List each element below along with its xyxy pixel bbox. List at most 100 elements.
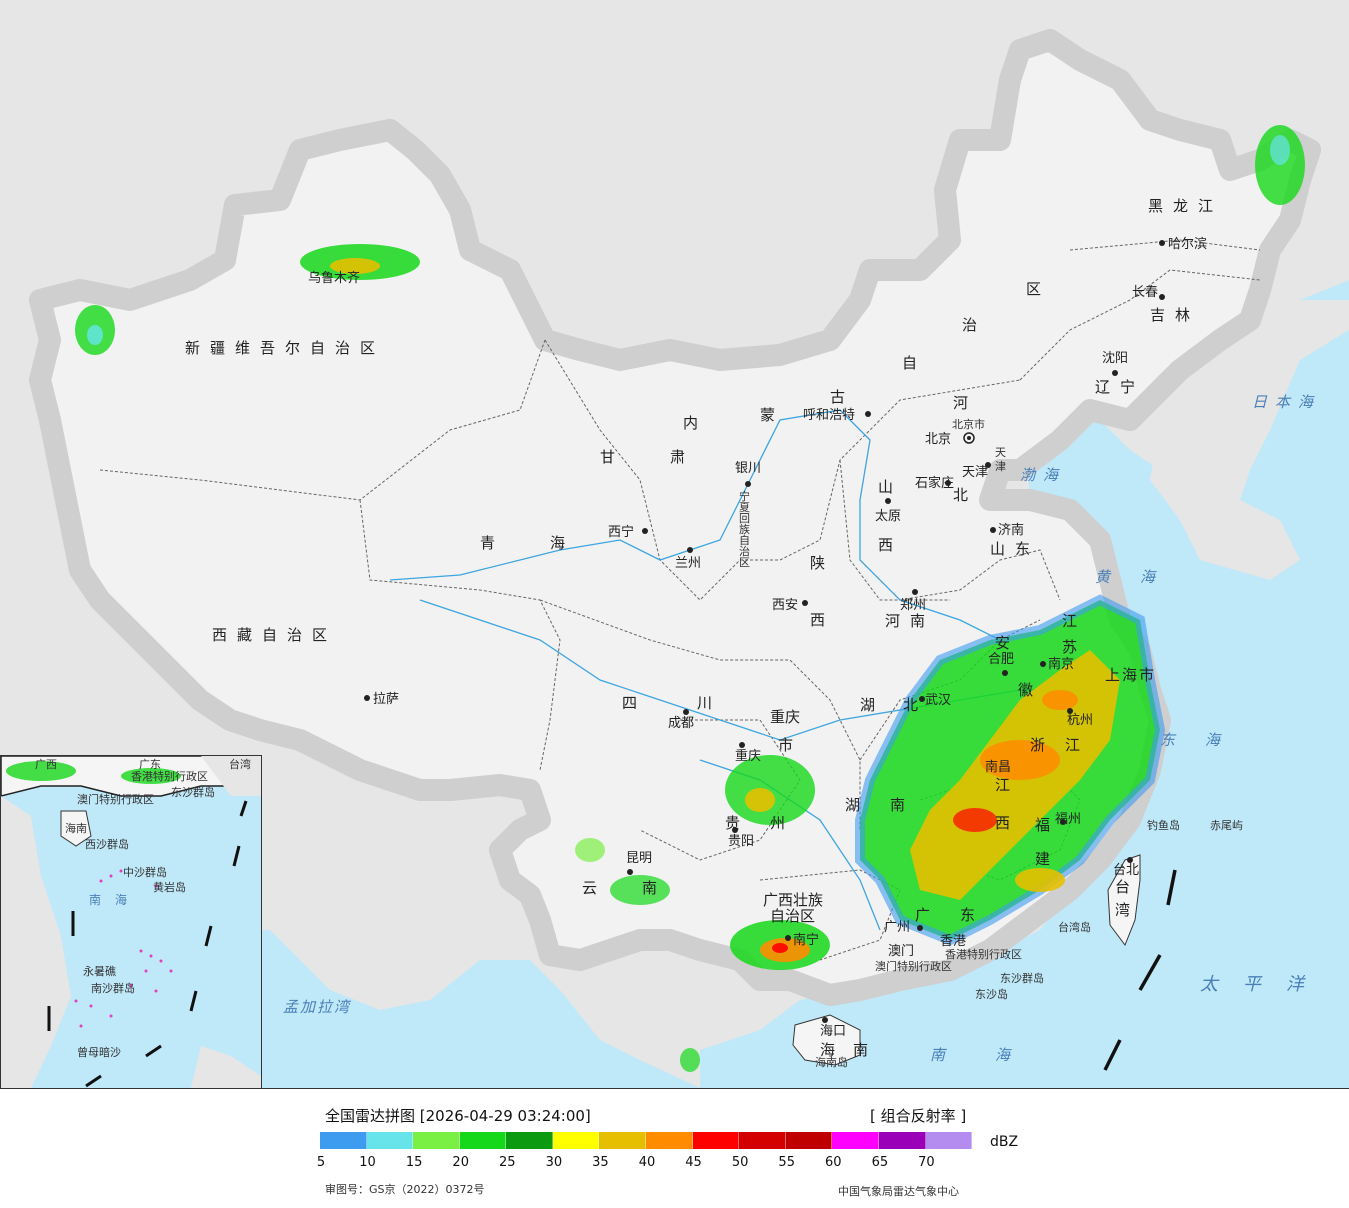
inset-xisha: 西沙群岛 <box>85 837 129 851</box>
city-changchun: 长春 <box>1132 285 1158 300</box>
label-taiwan-island: 台湾岛 <box>1058 920 1091 934</box>
svg-text:河: 河 <box>953 394 968 412</box>
svg-text:夏: 夏 <box>739 501 750 514</box>
city-nanchang: 南昌 <box>985 759 1011 775</box>
sea-bohai: 渤海 <box>1020 466 1066 484</box>
legend-panel: 全国雷达拼图 [2026-04-29 03:24:00] [ 组合反射率 ] 5… <box>0 1089 1349 1208</box>
scale-tick-label: 40 <box>638 1155 656 1170</box>
label-zhejiang: 浙江 <box>1030 736 1100 754</box>
inset-yongshu: 永暑礁 <box>83 964 116 978</box>
inset-huangyan: 黄岩岛 <box>153 880 186 894</box>
city-zhengzhou: 郑州 <box>900 598 926 613</box>
color-swatch <box>925 1132 973 1149</box>
korea-japan-land <box>1150 300 1349 580</box>
label-yunnan: 云南 <box>582 879 702 897</box>
scale-tick-label: 15 <box>405 1155 423 1170</box>
inset-zengmu: 曾母暗沙 <box>77 1045 121 1059</box>
city-nanning: 南宁 <box>793 932 819 948</box>
color-swatch <box>366 1132 414 1149</box>
sea-yellow: 黄海 <box>1095 568 1185 586</box>
svg-text:徽: 徽 <box>1018 681 1033 699</box>
label-neimenggu: 内 蒙 古 自 治 区 <box>683 280 1041 432</box>
svg-text:古: 古 <box>830 388 845 406</box>
city-nanjing: 南京 <box>1048 656 1074 672</box>
label-chiwei: 赤尾屿 <box>1210 819 1243 832</box>
scale-tick-label: 60 <box>825 1155 842 1170</box>
city-taiyuan: 太原 <box>875 509 901 524</box>
city-fuzhou: 福州 <box>1055 812 1081 827</box>
label-dongsha-island: 东沙岛 <box>975 987 1008 1001</box>
city-jinan: 济南 <box>998 522 1024 538</box>
color-scale-ticks: 5 10 15 20 25 30 35 40 45 50 55 60 65 70 <box>305 1155 985 1173</box>
label-xinjiang: 新疆维吾尔自治区 <box>185 339 385 357</box>
label-gansu: 甘肃 <box>600 448 740 466</box>
label-jiangxi: 江 西 <box>995 776 1010 832</box>
inset-map: 南海 海南 西沙群岛 中沙群岛 黄岩岛 南沙群岛 永暑礁 曾母暗沙 香港特别行政… <box>1 756 261 1088</box>
scale-tick-label: 25 <box>499 1155 516 1170</box>
label-sichuan: 四川 <box>622 694 772 712</box>
city-hefei: 合肥 <box>988 652 1014 667</box>
city-beijing: 北京 <box>925 432 951 447</box>
svg-text:蒙: 蒙 <box>760 406 775 424</box>
label-xizang: 西藏自治区 <box>212 626 337 644</box>
svg-text:回: 回 <box>739 512 750 525</box>
sea-south: 南海 <box>930 1046 1060 1064</box>
map-panel[interactable]: 新疆维吾尔自治区 西藏自治区 青海 甘肃 黑龙江 吉林 辽宁 山东 河南 四川 … <box>0 0 1349 1089</box>
label-guizhou: 贵州 <box>725 814 815 832</box>
city-xian: 西安 <box>772 598 798 613</box>
city-urumqi: 乌鲁木齐 <box>308 270 360 286</box>
label-dongsha: 东沙群岛 <box>1000 971 1044 985</box>
hainan-island-shape <box>792 1014 861 1066</box>
svg-text:区: 区 <box>739 556 750 569</box>
city-chengdu: 成都 <box>668 716 694 731</box>
svg-text:江: 江 <box>995 776 1010 794</box>
city-shijiazhuang: 石家庄 <box>915 475 954 491</box>
svg-text:山: 山 <box>878 478 893 496</box>
color-swatch <box>506 1132 553 1149</box>
legend-title: 全国雷达拼图 [2026-04-29 03:24:00] <box>325 1107 591 1125</box>
legend-unit: dBZ <box>990 1134 1019 1150</box>
sea-japan: 日本海 <box>1252 393 1321 411</box>
inset-nansha: 南沙群岛 <box>91 981 135 995</box>
inset-hainan: 海南 <box>65 821 87 835</box>
label-liaoning: 辽宁 <box>1095 378 1145 396</box>
svg-text:自: 自 <box>739 534 750 547</box>
label-qinghai: 青海 <box>480 534 620 552</box>
inset-dongsha: 东沙群岛 <box>171 785 215 799</box>
svg-text:治: 治 <box>739 544 750 558</box>
city-markers <box>364 240 1165 1023</box>
svg-text:自: 自 <box>902 354 917 372</box>
label-beijing-shi: 北京市 <box>952 417 985 431</box>
label-hk-sar: 香港特别行政区 <box>945 947 1022 961</box>
label-shaanxi: 陕 西 <box>810 554 825 629</box>
label-hunan: 湖南 <box>845 796 935 814</box>
inset-hk: 香港特别行政区 <box>131 769 208 783</box>
scale-tick-label: 20 <box>452 1155 469 1170</box>
label-heilongjiang: 黑龙江 <box>1148 197 1223 215</box>
south-china-sea-inset: 南海 海南 西沙群岛 中沙群岛 黄岩岛 南沙群岛 永暑礁 曾母暗沙 香港特别行政… <box>0 755 262 1088</box>
svg-text:安: 安 <box>995 634 1010 652</box>
label-ningxia: 宁 夏 回 族 自 治 区 <box>739 489 750 569</box>
label-henan: 河南 <box>885 612 935 630</box>
city-lanzhou: 兰州 <box>675 556 701 571</box>
scale-tick-label: 65 <box>871 1155 889 1170</box>
color-swatch <box>878 1132 926 1149</box>
color-swatch <box>413 1132 460 1149</box>
label-chongqing: 重庆 市 <box>770 708 800 754</box>
color-swatch <box>320 1132 367 1149</box>
label-guangdong: 广东 <box>915 906 1005 924</box>
city-harbin: 哈尔滨 <box>1168 236 1207 252</box>
label-shanghai: 上海市 <box>1105 666 1156 684</box>
city-guangzhou: 广州 <box>884 920 910 935</box>
scale-tick-label: 70 <box>918 1155 935 1170</box>
city-xining: 西宁 <box>608 524 634 540</box>
color-swatch <box>646 1132 693 1149</box>
city-tianjin: 天津 <box>962 465 988 480</box>
city-wuhan: 武汉 <box>925 693 951 708</box>
inset-macau: 澳门特别行政区 <box>77 792 154 806</box>
sea-east: 东海 <box>1160 731 1250 749</box>
label-hainan-island: 海南岛 <box>815 1055 848 1069</box>
inset-guangdong: 广东 <box>139 758 161 771</box>
taiwan-island-shape <box>1107 854 1141 947</box>
